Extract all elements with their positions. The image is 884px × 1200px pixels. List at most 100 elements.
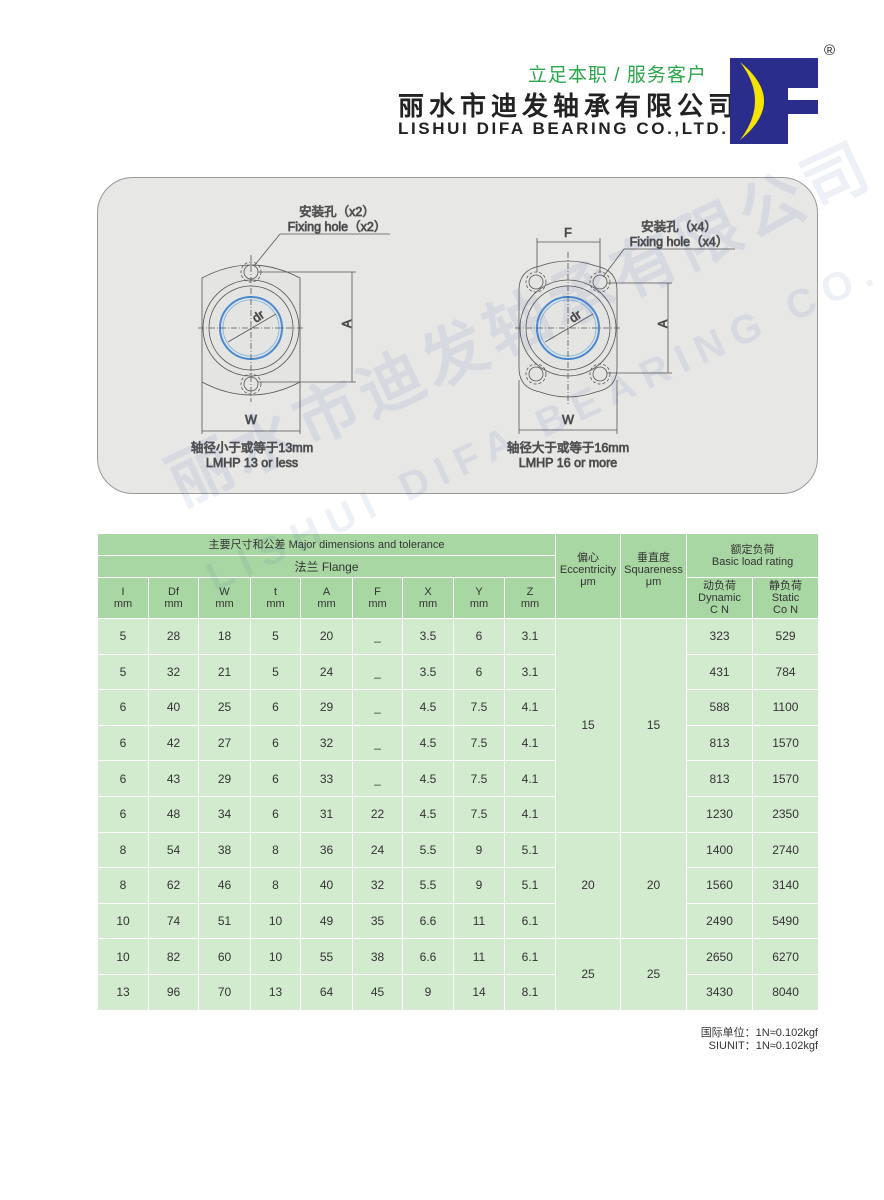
cell-a: 64 xyxy=(300,973,353,1011)
column-unit: mm xyxy=(266,598,285,610)
table-row: 5 32 21 5 24 _ 3.5 6 3.1 431 784 xyxy=(97,653,820,691)
unit-note: 国际单位：1N≈0.102kgf SIUNIT：1N≈0.102kgf xyxy=(600,1027,818,1053)
cell-static-load: 3140 xyxy=(752,867,820,904)
cell-x: 9 xyxy=(402,973,454,1011)
cell-df: 96 xyxy=(148,973,199,1011)
column-unit: mm xyxy=(164,598,183,610)
column-unit: mm xyxy=(317,598,336,610)
flange-4-hole xyxy=(515,238,735,434)
cell-y: 7.5 xyxy=(453,724,505,762)
unit-note-cn: 国际单位：1N≈0.102kgf xyxy=(700,1027,818,1039)
column-unit: mm xyxy=(113,598,133,610)
static-en: Static xyxy=(771,592,800,604)
cell-y: 7.5 xyxy=(453,689,505,726)
cell-y: 7.5 xyxy=(453,760,505,797)
table-row: 6 48 34 6 31 22 4.5 7.5 4.1 1230 2350 xyxy=(97,795,820,833)
dimension-table: 主要尺寸和公差 Major dimensions and tolerance 偏… xyxy=(96,533,820,1011)
table-row: 6 43 29 6 33 _ 4.5 7.5 4.1 813 1570 xyxy=(97,760,820,797)
cell-df: 62 xyxy=(148,867,199,904)
cell-w: 27 xyxy=(198,724,251,762)
cell-w: 46 xyxy=(198,867,251,904)
cell-df: 82 xyxy=(148,938,199,975)
cell-dynamic-load: 813 xyxy=(686,760,754,797)
cell-i: 5 xyxy=(97,653,149,691)
cell-f: 35 xyxy=(352,902,403,940)
cell-a: 29 xyxy=(300,689,353,726)
cell-dynamic-load: 2650 xyxy=(686,938,754,975)
cell-df: 43 xyxy=(148,760,199,797)
cell-x: 6.6 xyxy=(402,938,454,975)
cell-f: _ xyxy=(352,689,403,726)
cell-dynamic-load: 2490 xyxy=(686,902,754,940)
cell-t: 10 xyxy=(250,902,301,940)
cell-t: 6 xyxy=(250,689,301,726)
cell-f: 38 xyxy=(352,938,403,975)
column-name: Df xyxy=(168,586,179,598)
cell-dynamic-load: 1230 xyxy=(686,795,754,833)
cell-df: 40 xyxy=(148,689,199,726)
cell-df: 32 xyxy=(148,653,199,691)
squareness-cn: 垂直度 xyxy=(637,552,671,564)
cell-x: 4.5 xyxy=(402,724,454,762)
left-w-label: W xyxy=(245,413,257,427)
table-row: 8 62 46 8 40 32 5.5 9 5.1 1560 3140 xyxy=(97,867,820,904)
load-cn: 额定负荷 xyxy=(730,543,775,556)
header-static: 静负荷 Static Co N xyxy=(752,577,820,619)
cell-a: 32 xyxy=(300,724,353,762)
df-logo xyxy=(730,58,818,144)
cell-z: 5.1 xyxy=(503,831,557,869)
cell-z: 6.1 xyxy=(503,938,557,975)
cell-t: 8 xyxy=(250,831,301,869)
cell-z: 5.1 xyxy=(503,867,557,904)
right-a-label: A xyxy=(656,319,670,328)
cell-f: _ xyxy=(352,760,403,797)
unit-note-en: SIUNIT：1N≈0.102kgf xyxy=(708,1040,818,1052)
column-header-df: Df mm xyxy=(148,577,199,619)
cell-x: 3.5 xyxy=(402,618,454,655)
company-name-cn: 丽水市迪发轴承有限公司 xyxy=(398,91,740,121)
cell-dynamic-load: 323 xyxy=(686,618,754,655)
cell-static-load: 1570 xyxy=(752,760,820,797)
cell-static-load: 8040 xyxy=(752,973,820,1011)
cell-i: 8 xyxy=(97,831,149,869)
column-name: Z xyxy=(526,586,534,598)
cell-y: 11 xyxy=(453,902,505,940)
table-row: 6 40 25 6 29 _ 4.5 7.5 4.1 588 1100 xyxy=(97,689,820,726)
cell-f: _ xyxy=(352,724,403,762)
column-unit: mm xyxy=(469,598,489,610)
left-caption-cn: 轴径小于或等于13mm xyxy=(191,440,313,455)
cell-w: 60 xyxy=(198,938,251,975)
cell-df: 48 xyxy=(148,795,199,833)
cell-x: 3.5 xyxy=(402,653,454,691)
left-hole-label-en: Fixing hole（x2） xyxy=(288,220,387,234)
cell-squareness: 25 xyxy=(620,938,688,1011)
cell-df: 28 xyxy=(148,618,199,655)
cell-x: 4.5 xyxy=(402,795,454,833)
cell-static-load: 1570 xyxy=(752,724,820,762)
cell-w: 70 xyxy=(198,973,251,1011)
cell-x: 4.5 xyxy=(402,760,454,797)
cell-f: 24 xyxy=(352,831,403,869)
static-cn: 静负荷 xyxy=(769,580,803,592)
cell-static-load: 6270 xyxy=(752,938,820,975)
cell-y: 6 xyxy=(453,653,505,691)
cell-eccentricity: 15 xyxy=(555,618,622,833)
registered-mark: ® xyxy=(824,42,836,59)
cell-a: 33 xyxy=(300,760,353,797)
cell-t: 6 xyxy=(250,760,301,797)
squareness-en: Squareness xyxy=(624,564,683,576)
cell-x: 6.6 xyxy=(402,902,454,940)
cell-static-load: 2350 xyxy=(752,795,820,833)
cell-i: 5 xyxy=(97,618,149,655)
cell-a: 40 xyxy=(300,867,353,904)
cell-a: 24 xyxy=(300,653,353,691)
cell-x: 5.5 xyxy=(402,831,454,869)
cell-y: 9 xyxy=(453,831,505,869)
table-row: 10 82 60 10 55 38 6.6 11 6.1 25 25 2650 6270 xyxy=(97,938,820,1011)
cell-dynamic-load: 3430 xyxy=(686,973,754,1011)
cell-f: _ xyxy=(352,618,403,655)
